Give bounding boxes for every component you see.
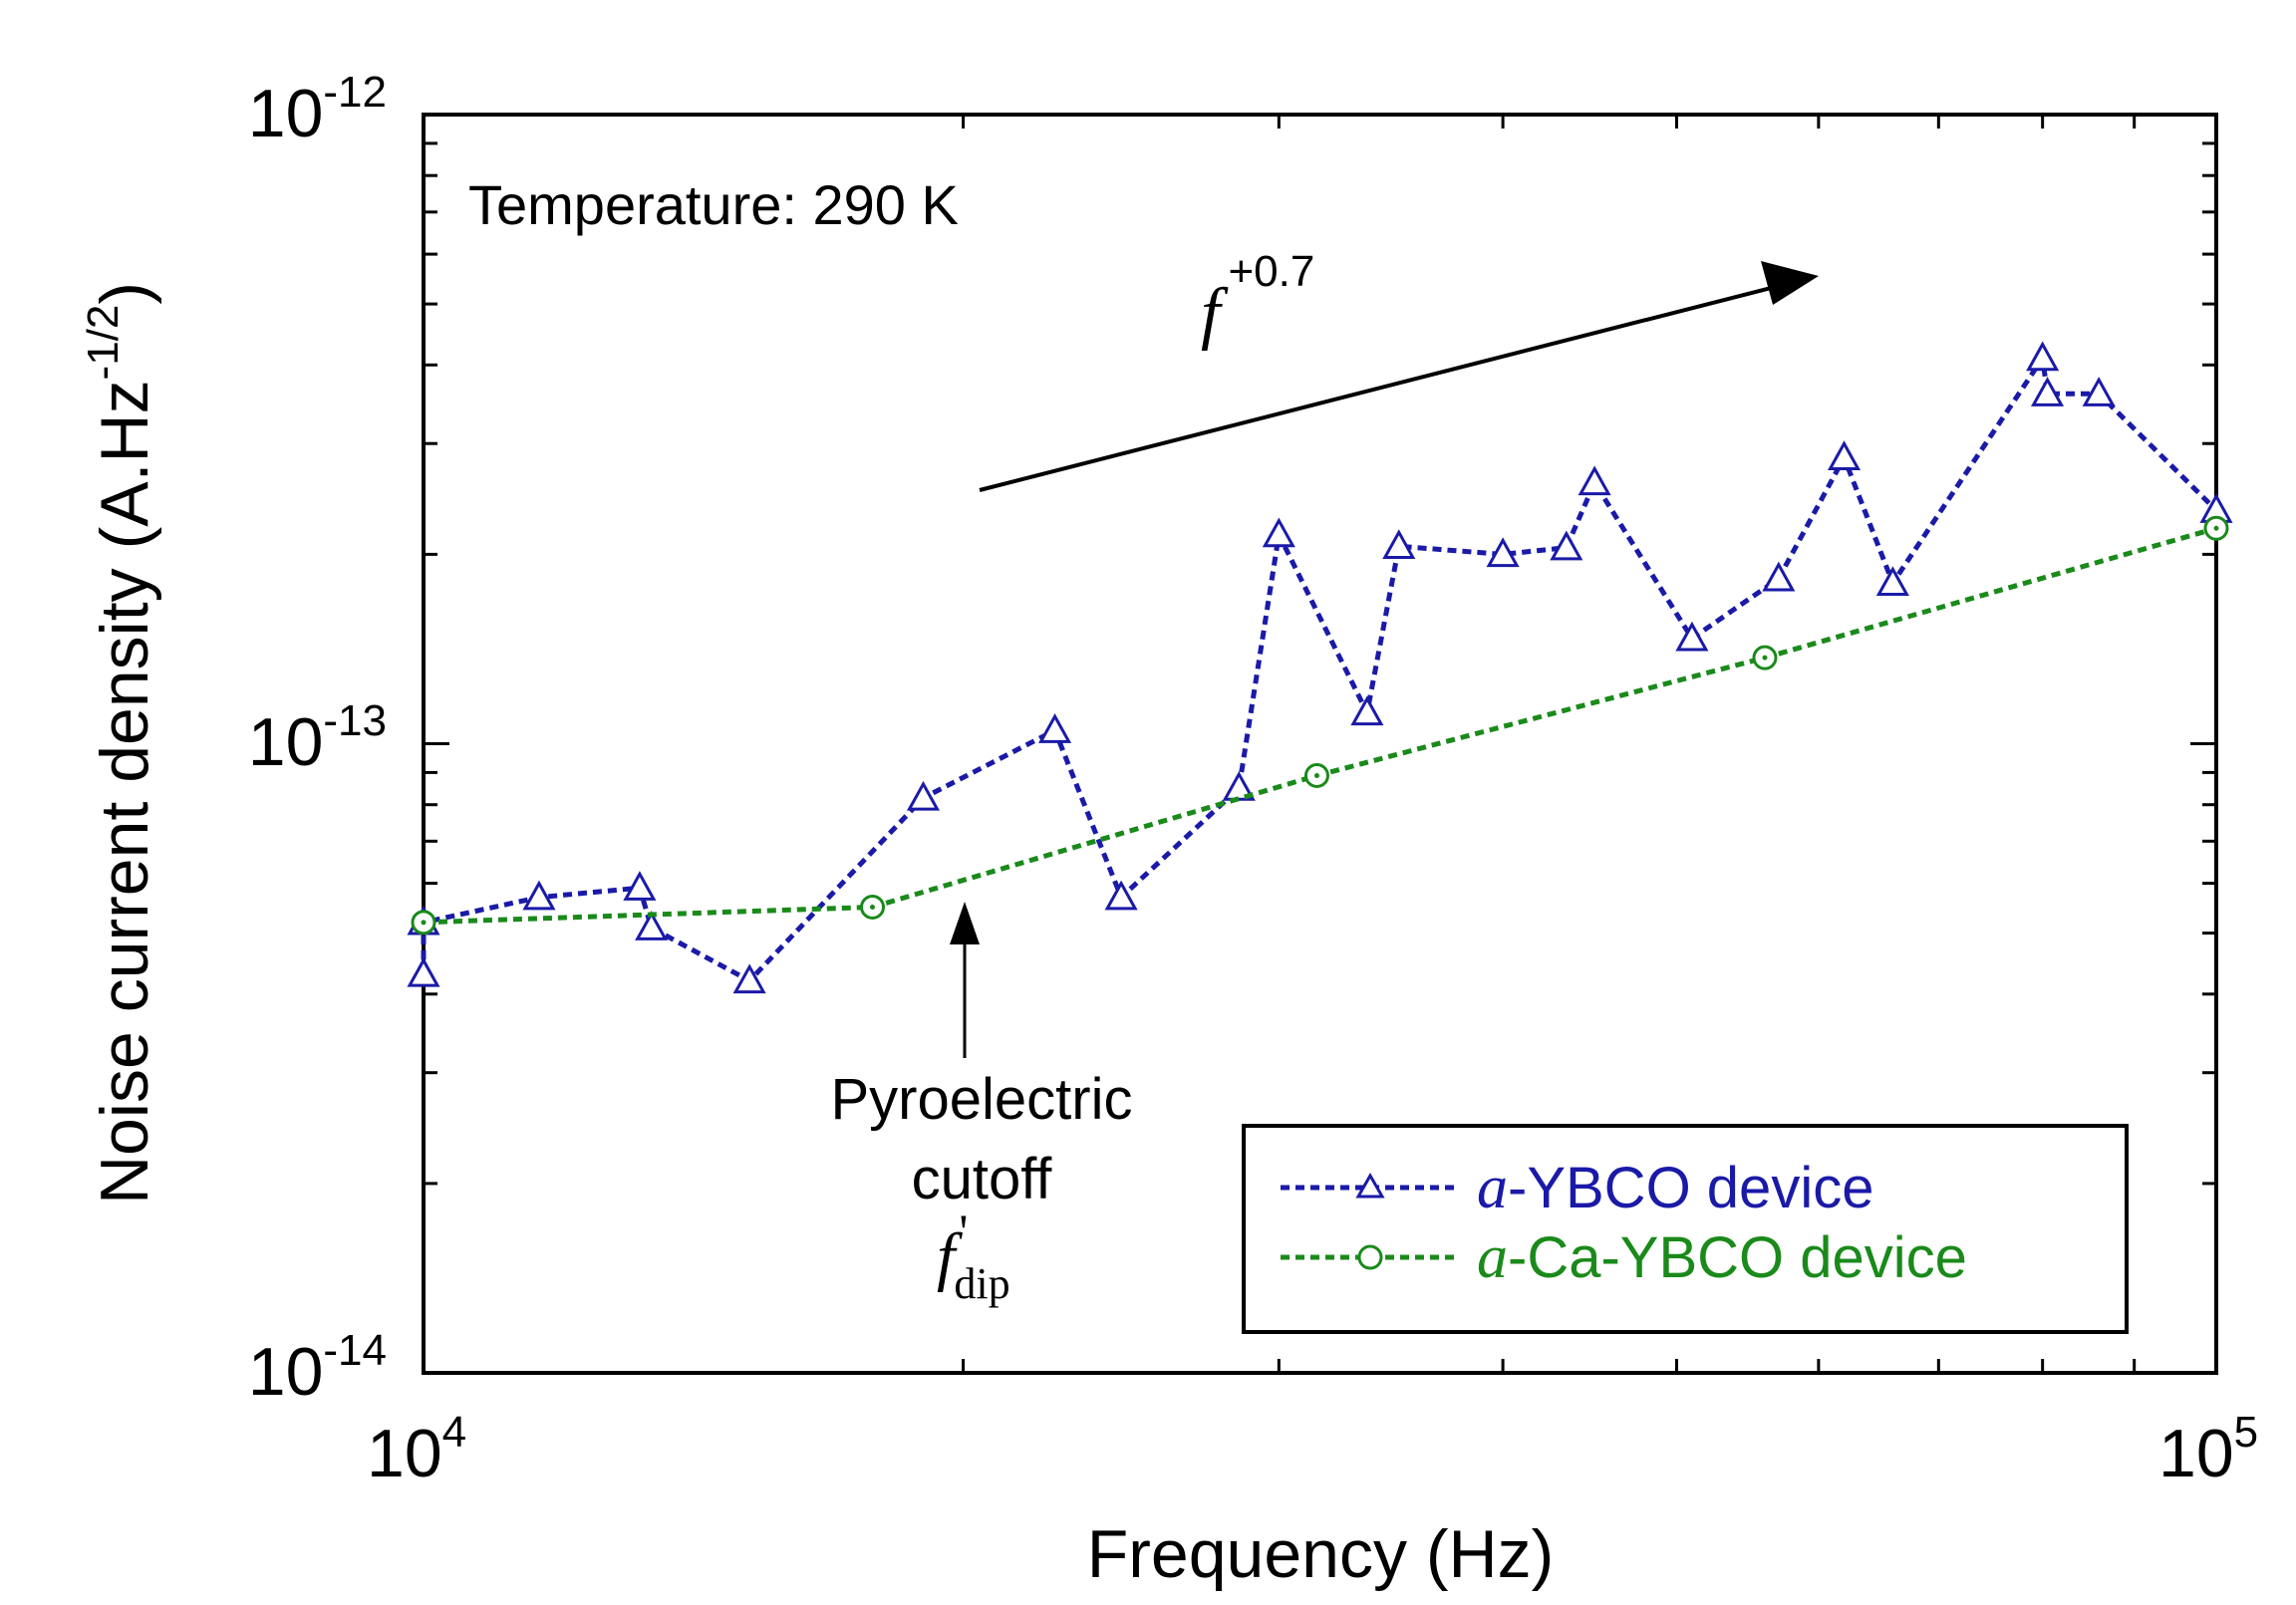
data-point-center [1762, 655, 1768, 661]
slope-arrow-line [979, 284, 1780, 492]
legend-box [1242, 1124, 2129, 1334]
cutoff-label-line2: cutoff [912, 1147, 1053, 1211]
data-point [732, 963, 766, 994]
series-a-ybco [407, 341, 2233, 994]
data-point-center [1313, 772, 1319, 778]
data-point [1486, 537, 1520, 568]
data-point [1350, 695, 1384, 726]
minor-ticks [422, 113, 2218, 1375]
data-point [2030, 377, 2065, 406]
data-point [522, 880, 556, 911]
y-axis-title: Noise current density (A.Hz-1/2) [79, 282, 162, 1204]
data-point [1762, 561, 1796, 592]
data-point [906, 780, 941, 811]
cutoff-arrow-head [950, 902, 980, 944]
data-point [1827, 440, 1862, 470]
x-tick-label-1e5: 105 [2158, 1408, 2258, 1491]
data-point-center [870, 904, 876, 910]
data-point-center [421, 920, 427, 926]
data-point [623, 871, 657, 901]
data-point [1875, 566, 1909, 596]
data-point [1222, 770, 1256, 801]
legend-label-a-ybco: a-YBCO device [1477, 1154, 1873, 1221]
y-tick-label-1e-14: 10-14 [248, 1326, 387, 1410]
data-point [635, 911, 669, 940]
legend-marker-a-ybco [1355, 1172, 1385, 1199]
series-a-ca-ybco [411, 515, 2229, 936]
data-point [1550, 530, 1583, 561]
legend-label-a-ca-ybco: a-Ca-YBCO device [1477, 1223, 1967, 1291]
legend-marker-a-ca-ybco [1357, 1244, 1383, 1270]
data-point [1262, 517, 1295, 548]
cutoff-label-line1: Pyroelectric [831, 1067, 1133, 1132]
data-point-center [2213, 525, 2219, 531]
temperature-annotation: Temperature: 290 K [468, 173, 959, 236]
slope-arrow-head [1761, 261, 1819, 305]
data-point [2026, 341, 2060, 372]
data-point [1675, 621, 1709, 652]
y-tick-label-1e-12: 10-12 [248, 68, 387, 151]
x-tick-label-1e4: 104 [367, 1408, 466, 1491]
y-tick-label-1e-13: 10-13 [248, 696, 387, 780]
cutoff-label-fdip: f' dip [937, 1204, 1010, 1308]
data-point [407, 956, 440, 987]
data-point [1578, 465, 1611, 496]
data-point [1104, 880, 1138, 911]
data-point [1038, 713, 1072, 743]
x-axis-title: Frequency (Hz) [1087, 1516, 1555, 1592]
data-point [2082, 377, 2116, 406]
data-point [1382, 529, 1416, 559]
